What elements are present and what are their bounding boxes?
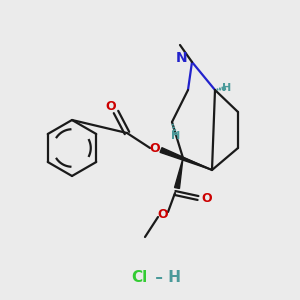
Text: O: O — [158, 208, 168, 221]
Text: N: N — [176, 51, 188, 65]
Polygon shape — [160, 148, 212, 170]
Text: O: O — [150, 142, 160, 154]
Text: – H: – H — [150, 271, 181, 286]
Text: H: H — [222, 83, 232, 93]
Text: H: H — [171, 131, 181, 141]
Text: O: O — [202, 191, 212, 205]
Text: Cl: Cl — [132, 271, 148, 286]
Text: O: O — [106, 100, 116, 112]
Polygon shape — [175, 158, 183, 188]
